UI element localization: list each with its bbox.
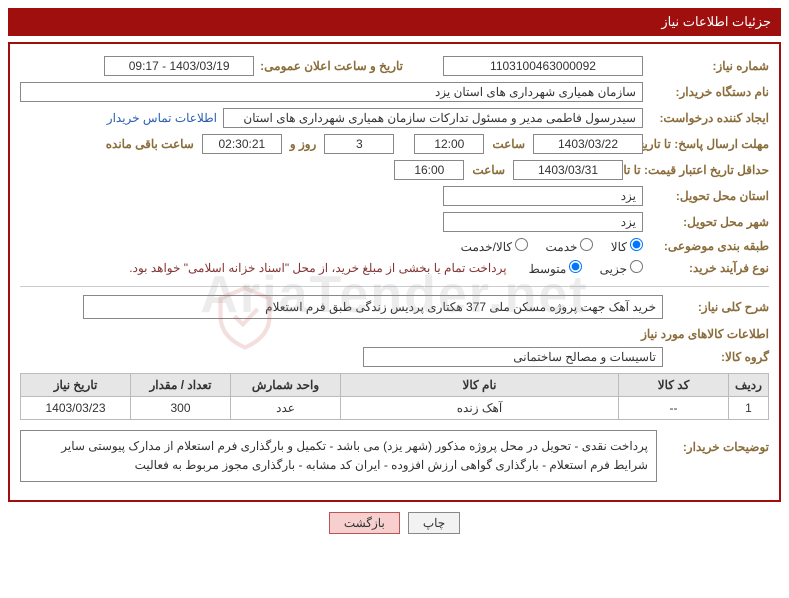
items-section-title: اطلاعات کالاهای مورد نیاز [20, 327, 769, 341]
back-button[interactable]: بازگشت [329, 512, 400, 534]
cell-date: 1403/03/23 [21, 397, 131, 420]
response-time-value: 12:00 [414, 134, 484, 154]
announce-date-value: 1403/03/19 - 09:17 [104, 56, 254, 76]
radio-jozee[interactable]: جزیی [600, 262, 643, 276]
th-qty: تعداد / مقدار [131, 374, 231, 397]
group-value: تاسیسات و مصالح ساختمانی [363, 347, 663, 367]
purchase-type-radio-group: جزیی متوسط [515, 260, 643, 276]
radio-motavaset[interactable]: متوسط [529, 262, 583, 276]
general-title-text: خرید آهک جهت پروژه مسکن ملی 377 هکتاری پ… [83, 295, 663, 319]
buyer-org-label: نام دستگاه خریدار: [649, 85, 769, 99]
th-row: ردیف [729, 374, 769, 397]
time-label-1: ساعت [492, 137, 525, 151]
buyer-notes-label: توضیحات خریدار: [669, 430, 769, 454]
buyer-notes-text: پرداخت نقدی - تحویل در محل پروژه مذکور (… [20, 430, 657, 482]
requester-label: ایجاد کننده درخواست: [649, 111, 769, 125]
announce-date-label: تاریخ و ساعت اعلان عمومی: [260, 59, 403, 73]
response-deadline-label: مهلت ارسال پاسخ: تا تاریخ: [649, 137, 769, 151]
radio-kala-khedmat[interactable]: کالا/خدمت [461, 240, 528, 254]
th-unit: واحد شمارش [231, 374, 341, 397]
need-number-label: شماره نیاز: [649, 59, 769, 73]
delivery-city-label: شهر محل تحویل: [649, 215, 769, 229]
purchase-type-label: نوع فرآیند خرید: [649, 261, 769, 275]
action-buttons: چاپ بازگشت [8, 512, 781, 534]
general-title-label: شرح کلی نیاز: [669, 300, 769, 314]
countdown-value: 02:30:21 [202, 134, 282, 154]
days-label: روز و [290, 137, 317, 151]
details-panel: شماره نیاز: 1103100463000092 تاریخ و ساع… [8, 42, 781, 502]
delivery-province-label: استان محل تحویل: [649, 189, 769, 203]
cell-code: -- [619, 397, 729, 420]
category-radio-group: کالا خدمت کالا/خدمت [447, 238, 643, 254]
price-validity-time: 16:00 [394, 160, 464, 180]
price-validity-date: 1403/03/31 [513, 160, 623, 180]
th-date: تاریخ نیاز [21, 374, 131, 397]
time-label-2: ساعت [472, 163, 505, 177]
cell-name: آهک زنده [341, 397, 619, 420]
need-number-value: 1103100463000092 [443, 56, 643, 76]
remaining-label: ساعت باقی مانده [106, 137, 194, 151]
radio-kala[interactable]: کالا [611, 240, 643, 254]
response-date-value: 1403/03/22 [533, 134, 643, 154]
table-row: 1 -- آهک زنده عدد 300 1403/03/23 [21, 397, 769, 420]
payment-note: پرداخت تمام یا بخشی از مبلغ خرید، از محل… [129, 261, 506, 275]
cell-rownum: 1 [729, 397, 769, 420]
group-label: گروه کالا: [669, 350, 769, 364]
requester-value: سیدرسول فاطمی مدیر و مسئول تدارکات سازما… [223, 108, 643, 128]
days-remaining-value: 3 [324, 134, 394, 154]
delivery-city-value: یزد [443, 212, 643, 232]
th-code: کد کالا [619, 374, 729, 397]
th-name: نام کالا [341, 374, 619, 397]
radio-khedmat[interactable]: خدمت [546, 240, 594, 254]
cell-unit: عدد [231, 397, 341, 420]
items-table: ردیف کد کالا نام کالا واحد شمارش تعداد /… [20, 373, 769, 420]
delivery-province-value: یزد [443, 186, 643, 206]
buyer-org-value: سازمان همیاری شهرداری های استان یزد [20, 82, 643, 102]
print-button[interactable]: چاپ [408, 512, 460, 534]
cell-qty: 300 [131, 397, 231, 420]
buyer-contact-link[interactable]: اطلاعات تماس خریدار [107, 111, 217, 125]
page-header: جزئیات اطلاعات نیاز [8, 8, 781, 36]
page-title: جزئیات اطلاعات نیاز [661, 14, 771, 29]
category-label: طبقه بندی موضوعی: [649, 239, 769, 253]
price-validity-label: حداقل تاریخ اعتبار قیمت: تا تاریخ: [629, 163, 769, 177]
